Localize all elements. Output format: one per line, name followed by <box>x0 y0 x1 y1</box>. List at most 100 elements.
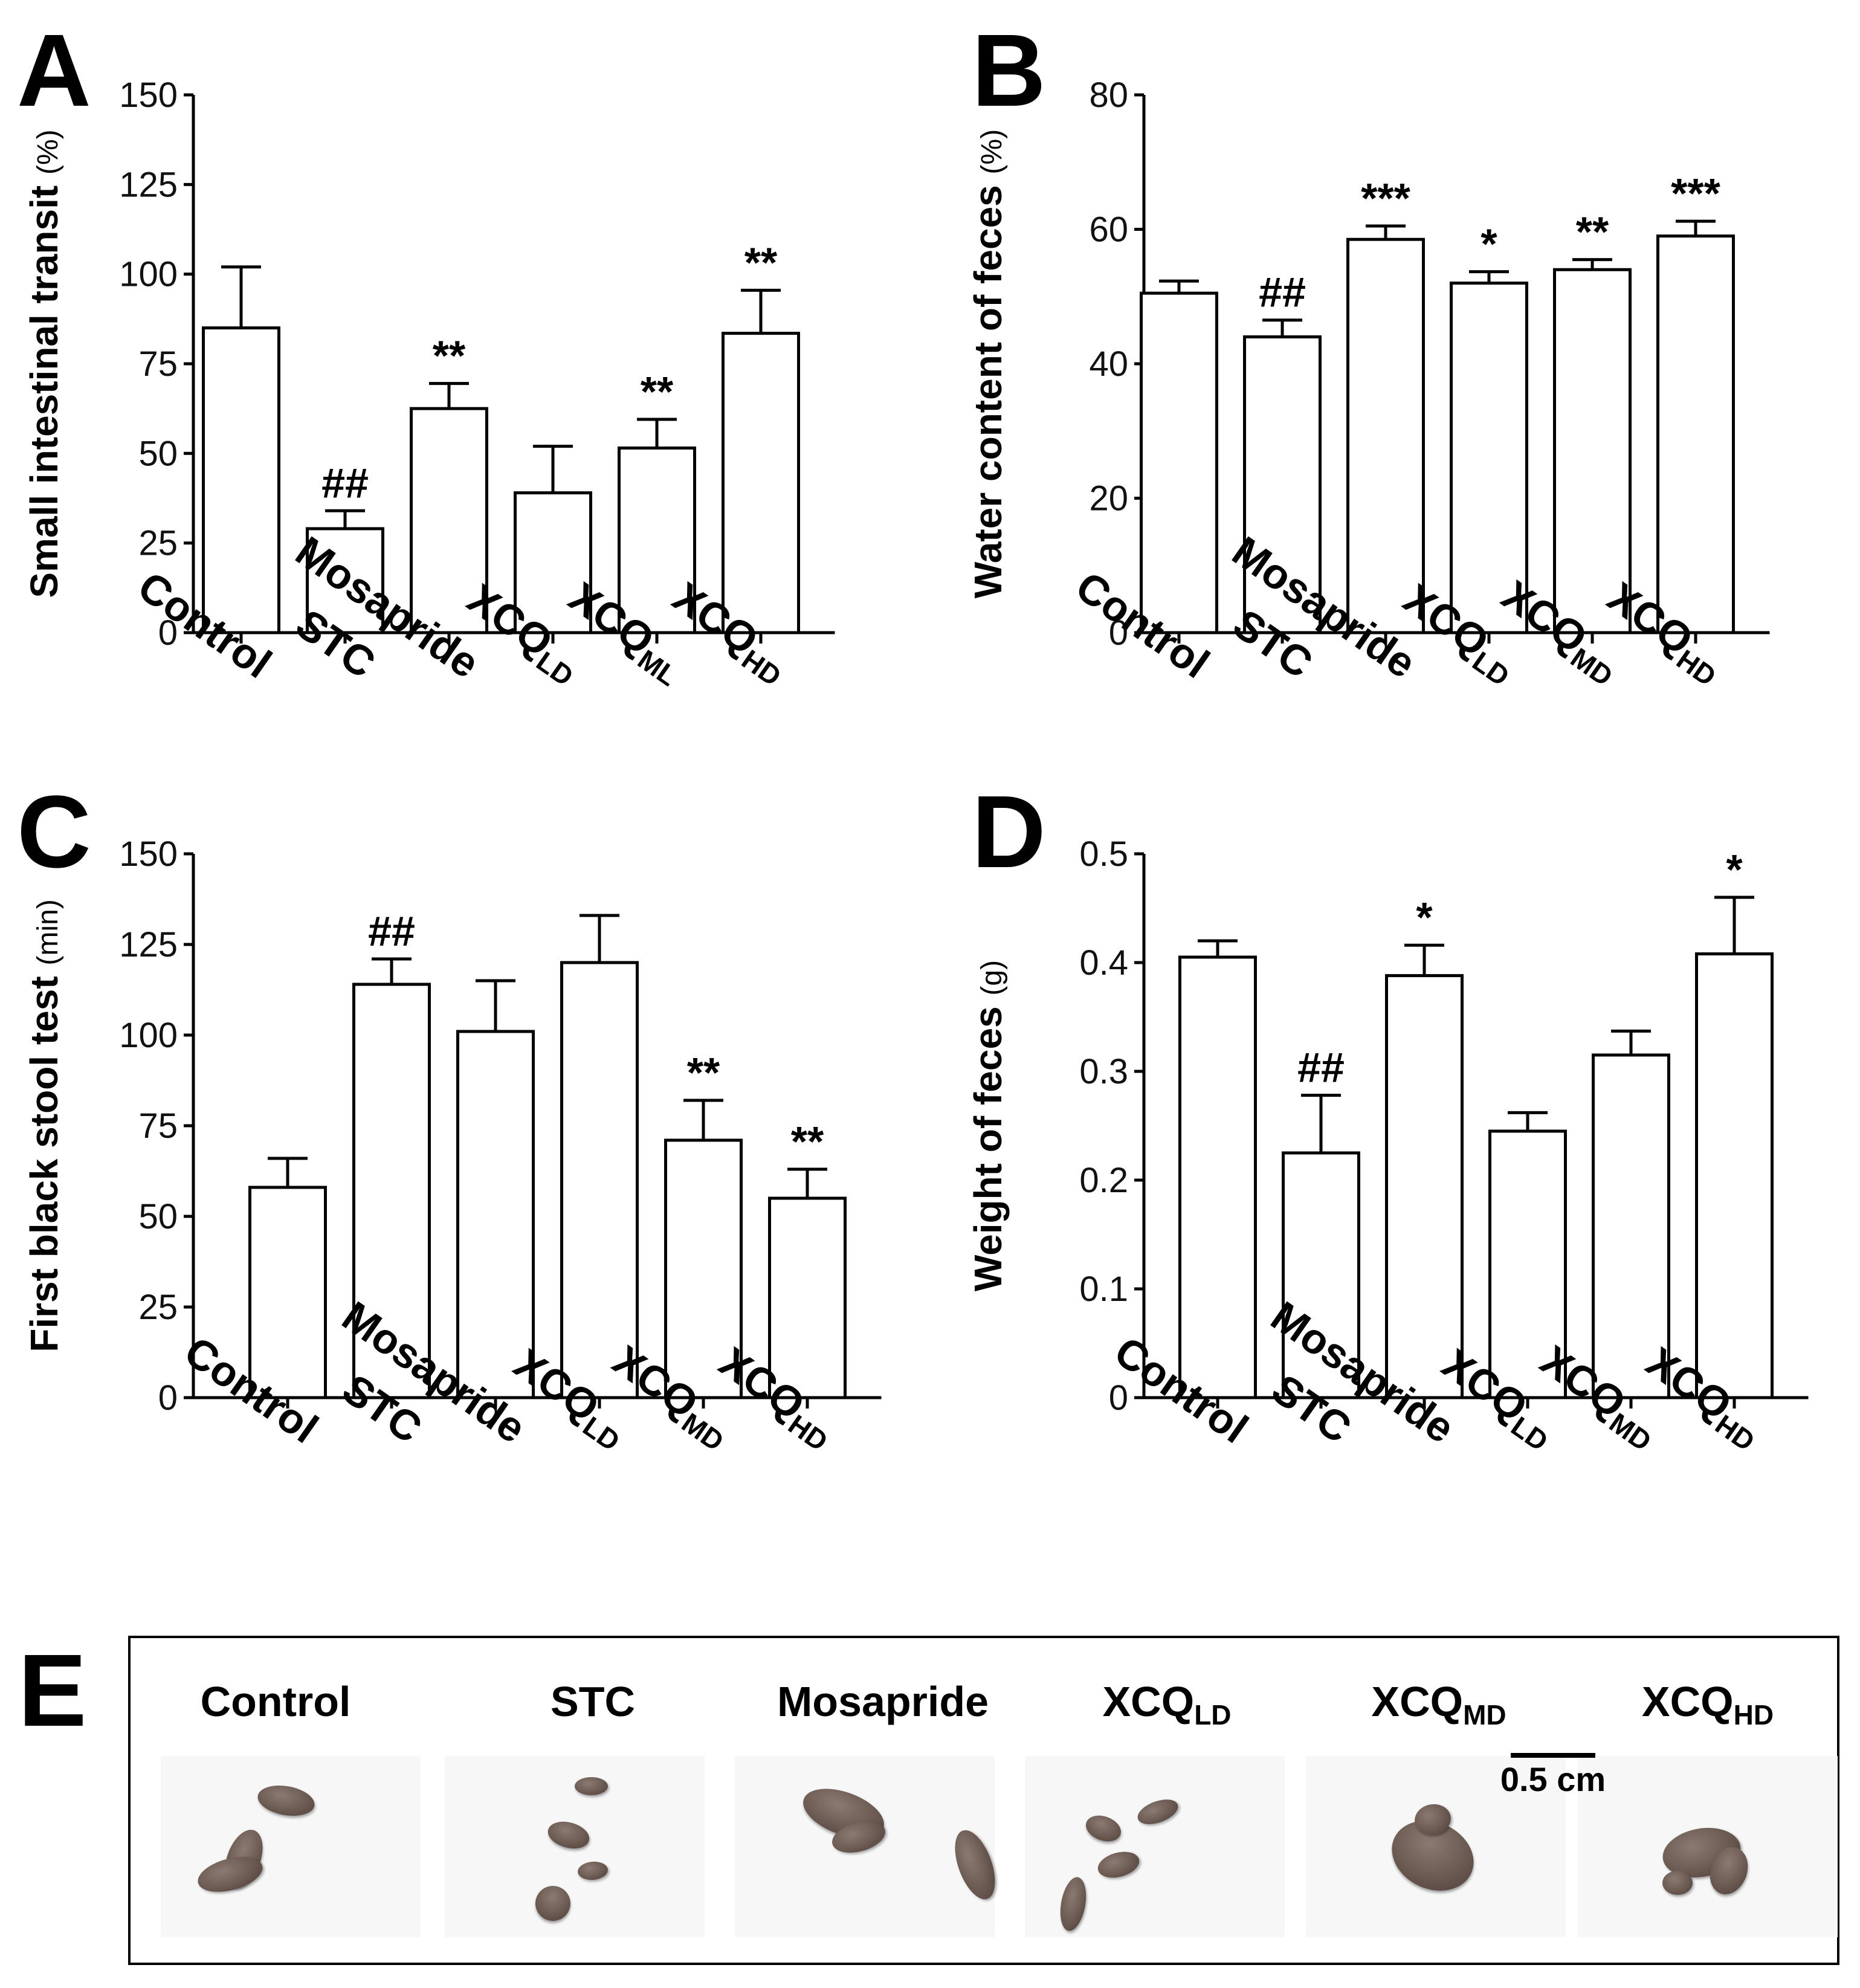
panel-b-significance-label: *** <box>1671 170 1720 217</box>
photo-label: STC <box>551 1677 635 1726</box>
panel-b-letter: B <box>972 13 1046 128</box>
panel-c-y-tick-label: 25 <box>138 1288 178 1327</box>
photo-label-main: XCQ <box>1102 1678 1195 1725</box>
panel-a-y-tick-label: 75 <box>138 344 178 384</box>
fecal-pellet <box>576 1860 609 1882</box>
fecal-pellet <box>529 1879 577 1928</box>
panel-c-significance-label: ** <box>791 1118 824 1165</box>
panel-b-y-tick-label: 0 <box>1109 613 1128 653</box>
panel-c-y-tick-label: 50 <box>138 1197 178 1236</box>
fecal-pellet <box>1134 1795 1181 1829</box>
panel-b-y-tick-label: 40 <box>1089 344 1128 384</box>
panel-a-bar <box>722 332 800 634</box>
panel-c-significance-label: ## <box>368 908 415 955</box>
fecal-pellet <box>947 1825 1003 1905</box>
photo-label-subscript: LD <box>1194 1699 1232 1731</box>
panel-d-letter: D <box>972 775 1046 889</box>
panel-b-bar <box>1553 268 1632 634</box>
panel-c-bar <box>456 1030 535 1399</box>
panel-a-y-tick-label: 100 <box>119 255 178 294</box>
panel-a-significance-label: ** <box>433 332 466 379</box>
feces-photo <box>445 1756 705 1937</box>
panel-a-significance-label: ** <box>641 368 674 415</box>
panel-d-significance-label: ## <box>1297 1044 1345 1091</box>
photo-label: XCQHD <box>1642 1677 1774 1731</box>
feces-photo <box>735 1756 1003 1937</box>
panel-d-bar <box>1385 974 1464 1399</box>
panel-d-y-axis-unit: (g) <box>976 960 1008 996</box>
scale-bar <box>1511 1753 1595 1758</box>
panel-b-significance-label: ** <box>1576 208 1609 256</box>
panel-c-significance-label: ** <box>687 1049 720 1096</box>
panel-a-y-tick-label: 150 <box>119 76 178 115</box>
panel-d-y-tick-label: 0.1 <box>1079 1270 1128 1309</box>
fecal-pellet <box>544 1817 593 1853</box>
panel-d-y-tick-label: 0.3 <box>1079 1052 1128 1091</box>
photo-label-subscript: HD <box>1733 1699 1774 1731</box>
panel-a-y-tick-label: 125 <box>119 165 178 204</box>
fecal-pellet <box>255 1781 317 1820</box>
panel-d-y-axis-title: Weight of feces <box>966 996 1010 1292</box>
panel-c-chart: C 0 25 50 75 100 125 150 First black stool test … <box>17 775 882 1457</box>
fecal-pellet <box>1662 1871 1693 1895</box>
panel-b-y-tick-label: 60 <box>1089 210 1128 250</box>
photo-label-subscript: MD <box>1463 1699 1506 1731</box>
panel-d-y-tick-label: 0.2 <box>1079 1161 1128 1200</box>
panel-b-bar <box>1656 234 1735 634</box>
panel-a-bar <box>514 491 592 634</box>
panel-b-y-tick-label: 80 <box>1089 76 1128 115</box>
panel-c-y-tick-label: 100 <box>119 1016 178 1055</box>
panel-d-bar <box>1178 955 1257 1399</box>
panel-d-significance-label: * <box>1416 894 1433 941</box>
panel-a-letter: A <box>17 13 91 128</box>
panel-a-significance-label: ** <box>744 239 778 286</box>
panel-b-y-axis-label: Water content of feces (%) <box>966 129 1010 598</box>
panel-b-bar <box>1450 282 1528 634</box>
panel-a-y-axis-title: Small intestinal transit <box>22 175 66 598</box>
panel-b-significance-label: *** <box>1361 175 1410 222</box>
panel-b-y-axis-title: Water content of feces <box>966 174 1010 598</box>
photo-label: Mosapride <box>777 1677 989 1726</box>
panel-b-bar <box>1140 291 1218 634</box>
photo-label-main: Control <box>200 1678 351 1725</box>
feces-photo <box>1306 1756 1566 1937</box>
scale-bar-label: 0.5 cm <box>1500 1760 1606 1798</box>
panel-a-chart: A 0 25 50 75 100 125 150 Small intestinal transi… <box>17 13 835 692</box>
panel-d-significance-label: * <box>1726 846 1743 893</box>
panel-c-bar <box>352 983 431 1399</box>
panel-d-bar <box>1488 1129 1567 1399</box>
panel-d-bar <box>1695 952 1774 1399</box>
panel-b-significance-label: ## <box>1259 269 1306 316</box>
panel-a-significance-label: ## <box>321 459 369 506</box>
panel-a-y-axis-label: Small intestinal transit (%) <box>22 129 66 598</box>
panel-d-y-axis-label: Weight of feces (g) <box>966 960 1010 1291</box>
panel-letter-e: E <box>18 1633 87 1748</box>
panel-a-y-tick-label: 50 <box>138 434 178 473</box>
feces-photo-panel: Control STC Mosapride XCQLD XCQMD XCQHD <box>128 1636 1839 1965</box>
panel-b-bar <box>1346 237 1425 634</box>
photo-label-main: Mosapride <box>777 1678 989 1725</box>
panel-c-y-axis-label: First black stool test (min) <box>22 899 66 1352</box>
panel-a-y-axis-unit: (%) <box>32 129 64 175</box>
panel-d-y-tick-label: 0.4 <box>1079 943 1128 983</box>
photo-label: Control <box>201 1677 351 1726</box>
panel-c-y-tick-label: 0 <box>158 1378 178 1418</box>
panel-c-y-axis-unit: (min) <box>32 899 64 965</box>
fecal-pellet <box>1082 1810 1125 1847</box>
photo-label-main: XCQ <box>1371 1678 1464 1725</box>
panel-d-y-tick-label: 0.5 <box>1079 834 1128 874</box>
panel-b-y-tick-label: 20 <box>1089 479 1128 518</box>
panel-a-y-tick-label: 25 <box>138 524 178 563</box>
panel-d-y-tick-label: 0 <box>1109 1378 1128 1418</box>
panel-c-letter: C <box>17 775 91 889</box>
panel-a-bar <box>410 407 488 634</box>
fecal-pellet <box>575 1777 608 1795</box>
fecal-pellet <box>1056 1875 1090 1933</box>
panel-c-y-axis-title: First black stool test <box>22 966 66 1352</box>
panel-c-bar <box>560 961 639 1399</box>
panel-c-bar <box>664 1138 743 1399</box>
feces-photo <box>1578 1756 1838 1937</box>
